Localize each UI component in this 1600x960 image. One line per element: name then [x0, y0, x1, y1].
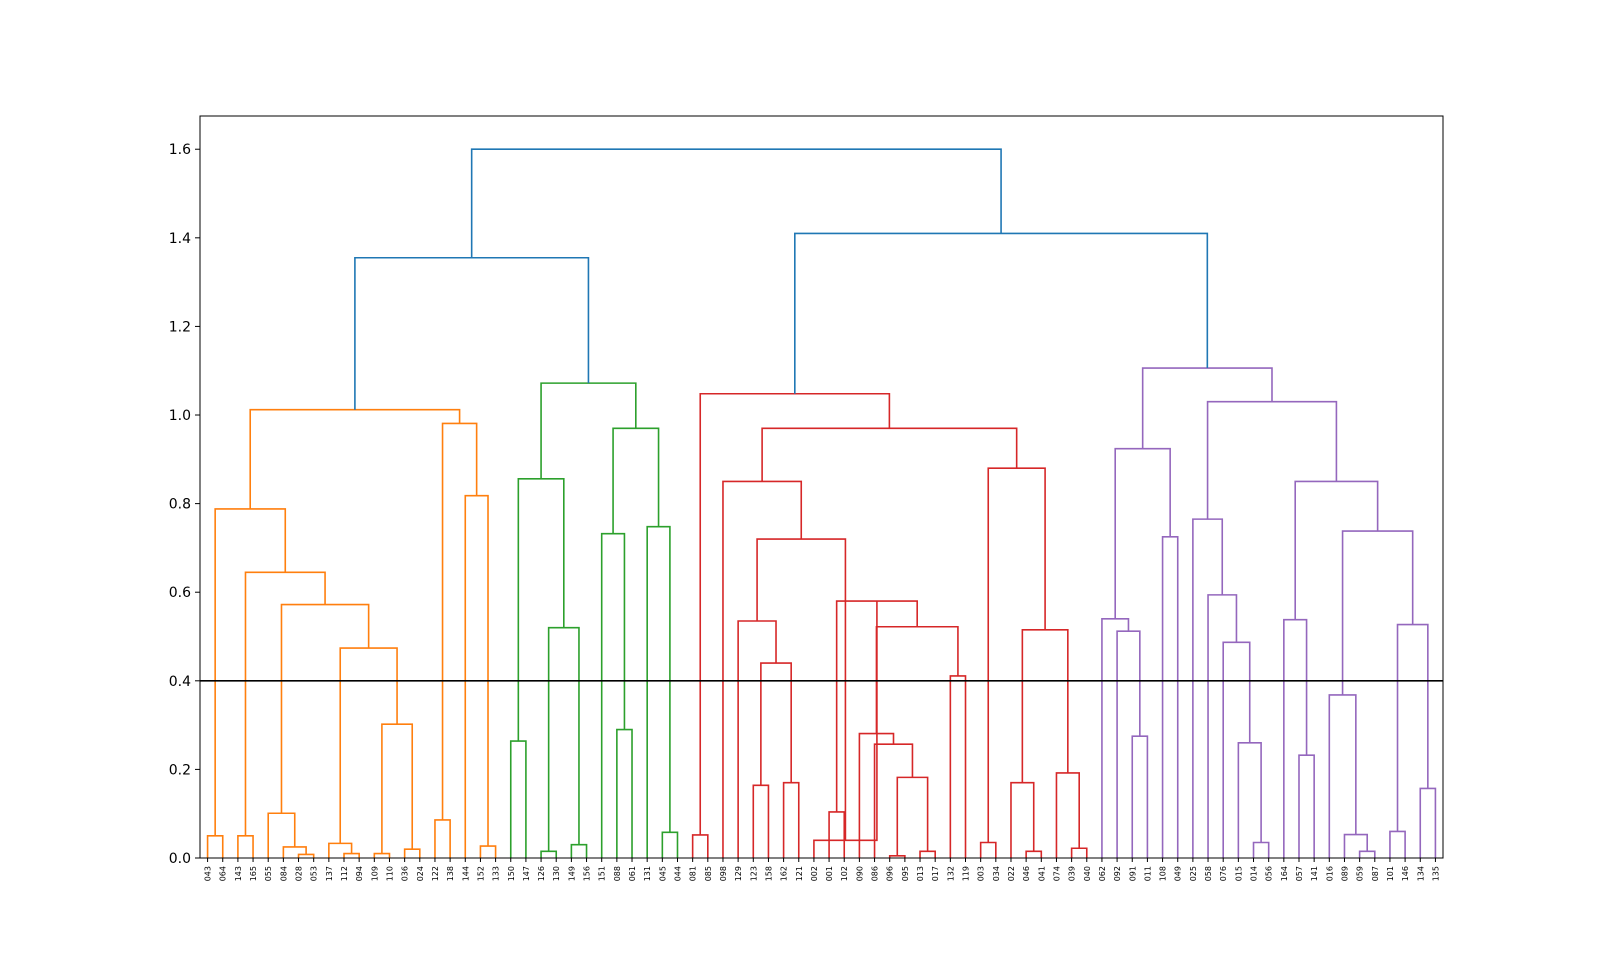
- leaf-label: 119: [962, 866, 971, 881]
- leaf-label: 055: [264, 866, 273, 881]
- leaf-label: 158: [764, 866, 773, 881]
- leaf-label: 132: [946, 866, 955, 881]
- leaf-label: 046: [1022, 866, 1031, 881]
- leaf-label: 017: [931, 866, 940, 881]
- leaf-label: 165: [249, 866, 258, 881]
- leaf-label: 102: [840, 866, 849, 881]
- leaf-label: 108: [1159, 866, 1168, 881]
- leaf-label: 096: [886, 866, 895, 881]
- leaf-label: 084: [279, 866, 288, 881]
- leaf-label: 062: [1098, 866, 1107, 881]
- leaf-label: 088: [613, 866, 622, 881]
- leaf-label: 152: [476, 866, 485, 881]
- leaf-label: 150: [507, 866, 516, 881]
- leaf-label: 045: [658, 866, 667, 881]
- y-tick-label: 0.8: [169, 497, 191, 513]
- dendrogram-link-80: [470, 148, 1002, 258]
- leaf-label: 024: [416, 866, 425, 881]
- leaf-label: 129: [734, 866, 743, 881]
- leaf-label: 151: [598, 866, 607, 881]
- leaf-label: 016: [1325, 866, 1334, 881]
- leaf-label: 015: [1234, 866, 1243, 881]
- leaf-label: 156: [583, 866, 592, 881]
- leaf-label: 087: [1371, 866, 1380, 881]
- leaf-label: 126: [537, 866, 546, 881]
- leaf-label: 022: [1007, 866, 1016, 881]
- y-tick-label: 1.4: [169, 231, 191, 247]
- leaf-label: 098: [719, 866, 728, 881]
- leaf-label: 081: [689, 866, 698, 881]
- leaf-label: 036: [401, 866, 410, 881]
- leaf-label: 064: [219, 866, 228, 881]
- axes-frame: [199, 115, 1444, 859]
- leaf-label: 028: [295, 866, 304, 881]
- leaf-label: 041: [1037, 866, 1046, 881]
- dendrogram-links: [206, 148, 1437, 858]
- leaf-label: 057: [1295, 866, 1304, 881]
- leaf-label: 089: [1340, 866, 1349, 881]
- y-tick-label: 1.0: [169, 408, 191, 424]
- leaf-label: 110: [385, 866, 394, 881]
- leaf-label: 059: [1356, 866, 1365, 881]
- leaf-label: 144: [461, 866, 470, 881]
- y-tick-label: 0.6: [169, 585, 191, 601]
- leaf-label: 141: [1310, 866, 1319, 881]
- leaf-label: 146: [1401, 866, 1410, 881]
- leaf-label: 002: [810, 866, 819, 881]
- leaf-label: 044: [673, 866, 682, 881]
- y-axis: 0.0 0.2 0.4 0.6 0.8 1.0 1.2 1.4 1.6: [169, 142, 200, 867]
- leaf-label: 138: [446, 866, 455, 881]
- leaf-label: 143: [234, 866, 243, 881]
- leaf-label: 112: [340, 866, 349, 881]
- leaf-label: 164: [1280, 866, 1289, 881]
- leaf-label: 040: [1083, 866, 1092, 881]
- leaf-label: 121: [795, 866, 804, 881]
- leaf-label: 135: [1431, 866, 1440, 881]
- leaf-label: 162: [780, 866, 789, 881]
- x-axis: 043 064 143 165 055 084 028 053 137 112 094 109 110 0…: [204, 858, 1440, 881]
- y-tick-label: 1.6: [169, 142, 191, 158]
- leaf-label: 014: [1250, 866, 1259, 881]
- leaf-label: 092: [1113, 866, 1122, 881]
- leaf-label: 013: [916, 866, 925, 881]
- leaf-label: 149: [567, 866, 576, 881]
- leaf-label: 109: [370, 866, 379, 881]
- leaf-label: 130: [552, 866, 561, 881]
- leaf-label: 094: [355, 866, 364, 881]
- leaf-label: 090: [855, 866, 864, 881]
- leaf-label: 122: [431, 866, 440, 881]
- leaf-label: 043: [204, 866, 213, 881]
- y-tick-label: 0.4: [169, 674, 191, 690]
- leaf-label: 086: [871, 866, 880, 881]
- leaf-label: 091: [1128, 866, 1137, 881]
- leaf-label: 085: [704, 866, 713, 881]
- leaf-label: 147: [522, 866, 531, 881]
- leaf-label: 123: [749, 866, 758, 881]
- leaf-label: 025: [1189, 866, 1198, 881]
- leaf-label: 058: [1204, 866, 1213, 881]
- leaf-label: 095: [901, 866, 910, 881]
- leaf-label: 049: [1174, 866, 1183, 881]
- leaf-label: 056: [1265, 866, 1274, 881]
- leaf-label: 101: [1386, 866, 1395, 881]
- leaf-label: 074: [1052, 866, 1061, 881]
- leaf-label: 076: [1219, 866, 1228, 881]
- leaf-label: 039: [1068, 866, 1077, 881]
- leaf-label: 001: [825, 866, 834, 881]
- leaf-label: 011: [1143, 866, 1152, 881]
- y-tick-label: 0.2: [169, 762, 191, 778]
- leaf-label: 053: [310, 866, 319, 881]
- leaf-label: 034: [992, 866, 1001, 881]
- leaf-label: 137: [325, 866, 334, 881]
- leaf-label: 134: [1416, 866, 1425, 881]
- leaf-label: 133: [492, 866, 501, 881]
- leaf-label: 061: [628, 866, 637, 881]
- y-tick-label: 1.2: [169, 319, 191, 335]
- y-tick-label: 0.0: [169, 851, 191, 867]
- leaf-label: 003: [977, 866, 986, 881]
- leaf-label: 131: [643, 866, 652, 881]
